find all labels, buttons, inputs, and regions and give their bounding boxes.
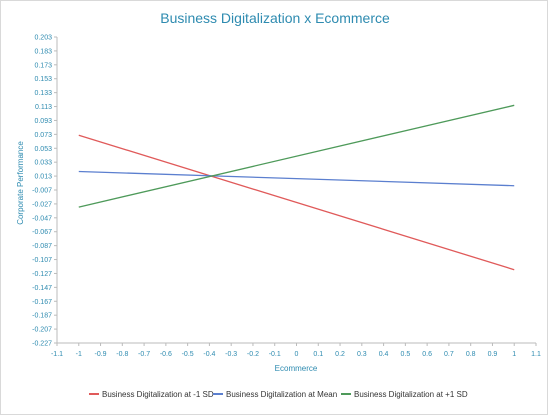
x-tick-label: -0.9 [95, 351, 107, 358]
y-tick-label: 0.153 [34, 76, 52, 83]
y-tick-label: 0.033 [34, 160, 52, 167]
x-tick-label: 0.3 [357, 351, 367, 358]
y-tick-label: -0.147 [32, 285, 52, 292]
legend-label: Business Digitalization at +1 SD [354, 390, 468, 399]
y-axis-label: Corporate Performance [16, 141, 25, 225]
series-line [78, 104, 515, 208]
x-tick-label: 0.8 [466, 351, 476, 358]
x-tick-label: 0 [295, 351, 299, 358]
x-tick-label: -1 [76, 351, 82, 358]
x-axis-label: Ecommerce [275, 364, 318, 373]
y-tick-label: 0.013 [34, 174, 52, 181]
x-tick-label: 0.2 [335, 351, 345, 358]
y-tick-label: -0.107 [32, 257, 52, 264]
series-line [78, 170, 515, 187]
y-tick-label: -0.027 [32, 201, 52, 208]
y-tick-label: -0.207 [32, 327, 52, 334]
x-tick-label: -0.1 [269, 351, 281, 358]
x-tick-label: 0.5 [400, 351, 410, 358]
legend: Business Digitalization at -1 SD Business… [89, 390, 468, 399]
chart-title: Business Digitalization x Ecommerce [160, 10, 390, 26]
x-tick-label: 0.9 [488, 351, 498, 358]
x-tick-label: 1 [512, 351, 516, 358]
legend-label: Business Digitalization at Mean [226, 390, 337, 399]
x-tick-label: 0.1 [313, 351, 323, 358]
x-tick-label: -0.3 [225, 351, 237, 358]
x-tick-label: -1.1 [51, 351, 63, 358]
x-tick-label: -0.6 [160, 351, 172, 358]
y-tick-label: -0.227 [32, 341, 52, 348]
x-tick-label: 1.1 [531, 351, 541, 358]
x-tick-label: -0.4 [203, 351, 215, 358]
y-tick-label: -0.067 [32, 229, 52, 236]
y-tick-label: 0.133 [34, 90, 52, 97]
y-tick-label: 0.113 [35, 104, 52, 111]
y-tick-label: -0.167 [32, 299, 52, 306]
y-tick-label: -0.007 [32, 188, 52, 195]
legend-label: Business Digitalization at -1 SD [102, 390, 214, 399]
x-tick-label: 0.6 [422, 351, 432, 358]
x-tick-label: -0.2 [247, 351, 259, 358]
y-tick-label: 0.183 [34, 48, 52, 55]
y-tick-label: 0.073 [34, 132, 52, 139]
y-tick-label: 0.053 [34, 146, 52, 153]
y-tick-label: -0.047 [32, 215, 52, 222]
y-tick-label: -0.127 [32, 271, 52, 278]
x-tick-label: -0.8 [116, 351, 128, 358]
x-tick-label: -0.5 [182, 351, 194, 358]
y-tick-label: 0.093 [34, 118, 52, 125]
y-tick-label: -0.187 [32, 313, 52, 320]
series-line [78, 134, 515, 271]
x-tick-label: 0.4 [379, 351, 389, 358]
y-tick-label: -0.087 [32, 243, 52, 250]
y-tick-label: 0.173 [34, 62, 52, 69]
x-tick-label: -0.7 [138, 351, 150, 358]
plot-area: 0.203 0.183 0.173 0.153 0.133 0.113 0.093 0.073… [32, 35, 541, 359]
y-tick-label: 0.203 [34, 35, 52, 42]
x-tick-label: 0.7 [444, 351, 454, 358]
